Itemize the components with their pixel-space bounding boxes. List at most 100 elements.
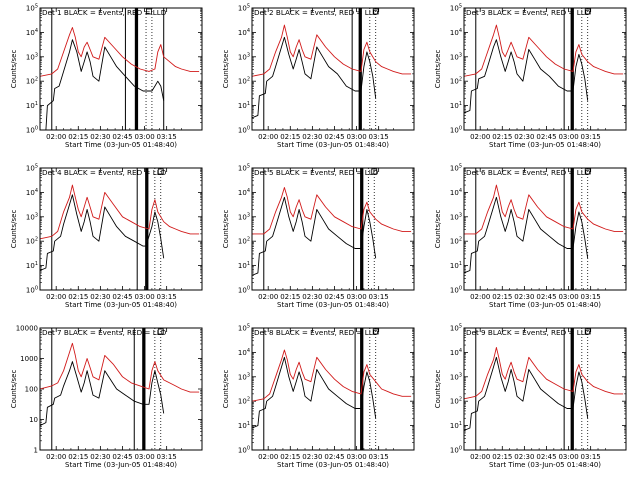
y-axis-label: Counts/sec [10,50,18,89]
series-events [252,356,377,429]
x-axis-label: Start Time (03-Jun-05 01:48:40) [277,141,389,149]
y-tick-label: 104 [238,188,250,197]
plot-panel-9: Det 9 BLACK = Events, RED = LLD 100 101 102… [434,324,627,469]
x-axis-label: Start Time (03-Jun-05 01:48:40) [489,301,601,309]
x-tick-label: 03:15 [157,133,177,141]
y-tick-label: 104 [26,28,38,37]
x-tick-label: 02:15 [280,133,300,141]
x-tick-label: 02:15 [280,293,300,301]
series-events [40,194,165,271]
y-tick-label: 101 [450,421,462,430]
plot-frame [39,327,203,451]
y-tick-label: 103 [450,372,462,381]
y-tick-label: 105 [26,164,38,173]
x-tick-label: 02:00 [258,453,278,461]
x-tick-label: 02:00 [258,133,278,141]
plot-title: Det 2 BLACK = Events, RED = LLD [254,8,379,17]
y-tick-label: 100 [450,446,462,455]
y-tick-label: 102 [238,397,250,406]
y-tick-label: 103 [26,212,38,221]
y-tick-label: 101 [238,261,250,270]
x-tick-label: 02:45 [112,453,132,461]
series-lld [464,24,624,77]
y-tick-label: 100 [26,286,38,295]
series-events [464,356,589,431]
x-tick-label: 02:30 [514,133,534,141]
y-axis-label: Counts/sec [222,50,230,89]
y-tick-label: 104 [450,28,462,37]
x-tick-label: 03:15 [581,453,601,461]
y-tick-label: 103 [238,212,250,221]
plot-title: Det 3 BLACK = Events, RED = LLD [466,8,591,17]
plot-title: Det 1 BLACK = Events, RED = LLD [42,8,167,17]
x-tick-label: 03:15 [369,133,389,141]
y-tick-label: 100 [238,126,250,135]
x-tick-label: 02:15 [68,133,88,141]
plot-title: Det 8 BLACK = Events, RED = LLD [254,328,379,337]
x-tick-label: 03:00 [558,293,578,301]
y-tick-label: 103 [450,52,462,61]
plot-panel-2: Det 2 BLACK = Events, RED = LLD 100 101 102… [222,4,415,149]
y-tick-label: 102 [238,77,250,86]
series-events [464,196,589,274]
series-lld [40,27,200,77]
y-axis-label: Counts/sec [10,370,18,409]
x-tick-label: 02:15 [492,293,512,301]
x-tick-label: 02:00 [46,453,66,461]
y-tick-label: 103 [238,372,250,381]
y-tick-label: 102 [238,237,250,246]
plot-panel-3: Det 3 BLACK = Events, RED = LLD 100 101 102… [434,4,627,149]
box-marker [372,328,379,335]
y-tick-label: 102 [26,237,38,246]
y-tick-label: 104 [26,188,38,197]
x-tick-label: 02:00 [46,133,66,141]
series-events [464,39,589,114]
x-tick-label: 02:30 [514,453,534,461]
x-tick-label: 03:00 [558,133,578,141]
y-tick-label: 101 [450,101,462,110]
y-tick-label: 100 [450,126,462,135]
y-tick-label: 105 [450,324,462,333]
plot-frame [251,7,415,131]
box-marker [584,8,591,15]
box-marker [584,168,591,175]
series-lld [252,349,412,402]
x-tick-label: 03:15 [157,293,177,301]
series-lld [464,347,624,400]
x-tick-label: 02:30 [90,453,110,461]
x-axis-label: Start Time (03-Jun-05 01:48:40) [65,301,177,309]
x-tick-label: 03:00 [558,453,578,461]
x-tick-label: 03:00 [346,453,366,461]
x-tick-label: 03:00 [346,133,366,141]
y-tick-label: 105 [26,4,38,13]
x-tick-label: 02:45 [324,453,344,461]
x-tick-label: 02:30 [302,293,322,301]
x-tick-label: 02:15 [280,453,300,461]
y-tick-label: 105 [450,4,462,13]
x-tick-label: 02:30 [90,293,110,301]
x-tick-label: 03:15 [157,453,177,461]
y-tick-label: 101 [450,261,462,270]
x-tick-label: 02:00 [470,293,490,301]
plot-panel-6: Det 6 BLACK = Events, RED = LLD 100 101 102… [434,164,627,309]
plot-title: Det 9 BLACK = Events, RED = LLD [466,328,591,337]
y-tick-label: 104 [450,348,462,357]
y-tick-label: 101 [238,101,250,110]
box-marker [584,328,591,335]
series-events [252,196,377,276]
x-tick-label: 03:15 [581,293,601,301]
y-tick-label: 10000 [16,325,38,333]
y-tick-label: 101 [26,261,38,270]
y-tick-label: 101 [238,421,250,430]
y-tick-label: 101 [26,101,38,110]
x-tick-label: 02:00 [470,133,490,141]
x-tick-label: 02:15 [68,293,88,301]
box-marker [371,168,378,175]
series-lld [464,184,624,235]
x-axis-label: Start Time (03-Jun-05 01:48:40) [277,461,389,469]
plot-panel-8: Det 8 BLACK = Events, RED = LLD 100 101 102… [222,324,415,469]
x-tick-label: 03:00 [134,133,154,141]
box-marker [157,328,164,335]
x-tick-label: 02:45 [536,453,556,461]
plot-frame [39,167,203,291]
